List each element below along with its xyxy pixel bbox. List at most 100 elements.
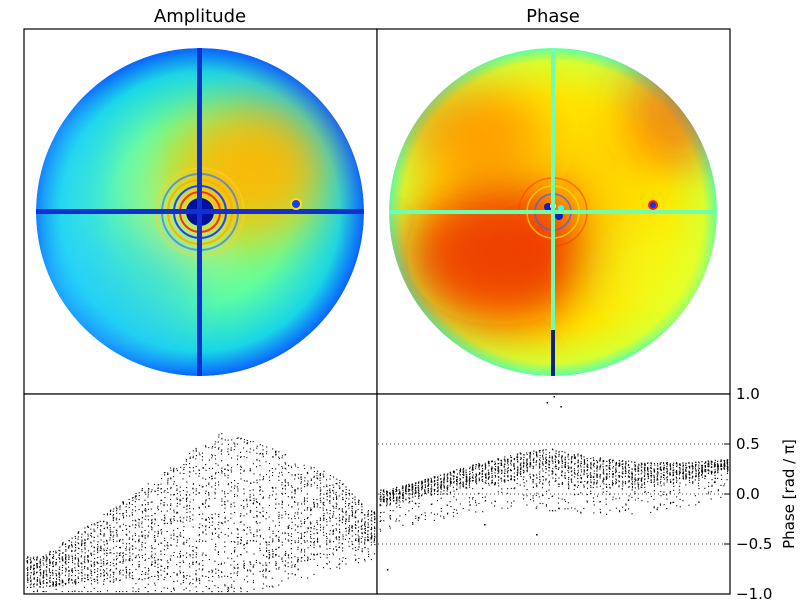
amplitude-point — [275, 564, 277, 566]
phase-point — [555, 452, 557, 454]
amplitude-point — [246, 540, 248, 542]
amplitude-point — [319, 473, 321, 475]
phase-point — [476, 483, 478, 485]
amplitude-point — [272, 555, 274, 557]
phase-point — [468, 497, 470, 499]
amplitude-point — [112, 547, 114, 549]
phase-point — [462, 469, 464, 471]
phase-point — [596, 476, 598, 478]
amplitude-point — [68, 561, 70, 563]
amplitude-point — [202, 575, 204, 577]
amplitude-point — [158, 509, 160, 511]
amplitude-point — [192, 450, 194, 452]
phase-point — [545, 459, 547, 461]
amplitude-point — [78, 531, 80, 533]
amplitude-point — [173, 481, 175, 483]
amplitude-point — [103, 553, 105, 555]
phase-point — [548, 467, 550, 469]
amplitude-point — [364, 521, 366, 523]
phase-point — [584, 462, 586, 464]
phase-point — [526, 469, 528, 471]
phase-point — [459, 469, 461, 471]
amplitude-point — [151, 557, 153, 559]
phase-point — [577, 460, 579, 462]
phase-point — [399, 495, 401, 497]
amplitude-point — [61, 570, 63, 572]
amplitude-point — [177, 527, 179, 529]
amplitude-point — [298, 540, 300, 542]
phase-point — [670, 481, 672, 483]
amplitude-point — [61, 581, 63, 583]
phase-point — [405, 487, 407, 489]
amplitude-point — [157, 574, 159, 576]
phase-point — [561, 459, 563, 461]
phase-point — [628, 460, 630, 462]
phase-point — [592, 457, 594, 459]
amplitude-point — [144, 547, 146, 549]
phase-point — [602, 479, 604, 481]
amplitude-point — [182, 529, 184, 531]
amplitude-point — [93, 550, 95, 552]
amplitude-point — [221, 522, 223, 524]
phase-point — [590, 477, 592, 479]
amplitude-point — [208, 498, 210, 500]
phase-point — [676, 470, 678, 472]
phase-point — [392, 488, 394, 490]
amplitude-point — [176, 498, 178, 500]
amplitude-point — [345, 557, 347, 559]
phase-point — [541, 487, 543, 489]
phase-point — [542, 463, 544, 465]
phase-point — [539, 466, 541, 468]
phase-point — [682, 478, 684, 480]
phase-point — [497, 470, 499, 472]
amplitude-point — [141, 531, 143, 533]
amplitude-point — [233, 502, 235, 504]
phase-point — [396, 518, 398, 520]
amplitude-point — [287, 526, 289, 528]
phase-point — [599, 500, 601, 502]
phase-point — [516, 474, 518, 476]
phase-point — [469, 480, 471, 482]
amplitude-point — [30, 572, 32, 574]
amplitude-point — [49, 562, 51, 564]
amplitude-point — [167, 479, 169, 481]
phase-point — [628, 473, 630, 475]
phase-point — [450, 474, 452, 476]
amplitude-point — [211, 477, 213, 479]
amplitude-point — [345, 527, 347, 529]
amplitude-point — [147, 536, 149, 538]
amplitude-point — [151, 563, 153, 565]
phase-point — [418, 518, 420, 520]
amplitude-point — [43, 573, 45, 575]
amplitude-point — [84, 527, 86, 529]
amplitude-point — [294, 556, 296, 558]
amplitude-point — [240, 456, 242, 458]
phase-point — [430, 481, 432, 483]
amplitude-point — [316, 475, 318, 477]
amplitude-point — [224, 473, 226, 475]
amplitude-point — [163, 520, 165, 522]
amplitude-point — [370, 529, 372, 531]
amplitude-point — [358, 536, 360, 538]
phase-point — [437, 487, 439, 489]
amplitude-point — [45, 569, 47, 571]
amplitude-point — [106, 542, 108, 544]
amplitude-point — [364, 524, 366, 526]
phase-point — [568, 481, 570, 483]
amplitude-point — [179, 532, 181, 534]
amplitude-point — [243, 579, 245, 581]
amplitude-point — [329, 533, 331, 535]
amplitude-point — [30, 560, 32, 562]
amplitude-point — [338, 537, 340, 539]
phase-point — [593, 481, 595, 483]
phase-point — [641, 484, 643, 486]
phase-point — [548, 482, 550, 484]
amplitude-point — [116, 512, 118, 514]
amplitude-point — [173, 572, 175, 574]
phase-point — [666, 462, 668, 464]
phase-point — [551, 459, 553, 461]
amplitude-point — [40, 583, 42, 585]
phase-point — [443, 473, 445, 475]
phase-point — [491, 480, 493, 482]
phase-point — [437, 484, 439, 486]
